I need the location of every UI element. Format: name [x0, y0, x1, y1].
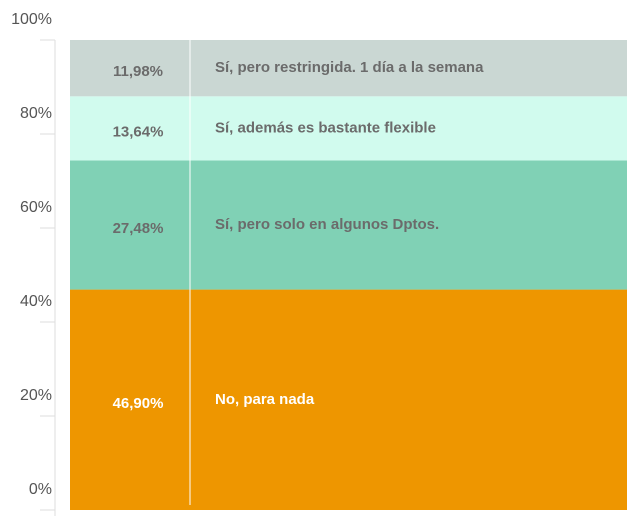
segment-label: Sí, pero solo en algunos Dptos. — [215, 216, 439, 233]
y-tick-label: 0% — [29, 481, 52, 498]
bar-segment — [70, 96, 627, 161]
bar-segment — [70, 40, 627, 97]
y-tick-label: 60% — [20, 199, 52, 216]
y-tick-label: 20% — [20, 387, 52, 404]
y-tick-label: 40% — [20, 293, 52, 310]
value-label: 11,98% — [113, 63, 163, 80]
bar-segment — [70, 289, 627, 510]
segment-label: Sí, pero restringida. 1 día a la semana — [215, 59, 484, 76]
value-label: 27,48% — [113, 220, 164, 237]
value-label: 46,90% — [113, 395, 164, 412]
y-tick-label: 80% — [20, 105, 52, 122]
value-label: 13,64% — [113, 123, 164, 140]
y-tick-label: 100% — [11, 11, 52, 28]
segment-label: Sí, además es bastante flexible — [215, 119, 436, 136]
bar-segment — [70, 160, 627, 290]
segment-label: No, para nada — [215, 391, 315, 408]
